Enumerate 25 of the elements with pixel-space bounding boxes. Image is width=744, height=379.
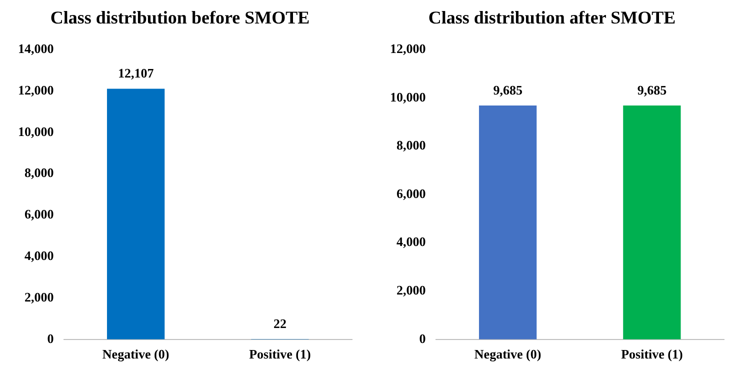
y-tick-label: 4,000: [396, 234, 426, 250]
y-tick-label: 2,000: [24, 289, 54, 304]
y-tick-label: 4,000: [24, 248, 54, 263]
y-tick-label: 8,000: [396, 138, 426, 153]
chart-title: Class distribution after SMOTE: [428, 7, 676, 28]
y-tick-label: 2,000: [396, 282, 426, 298]
y-tick-label: 12,000: [390, 40, 426, 56]
y-tick-label: 10,000: [390, 89, 426, 104]
y-tick-label: 0: [419, 330, 426, 346]
y-tick-label: 14,000: [18, 40, 54, 56]
x-tick-label: Positive (1): [249, 346, 311, 362]
y-tick-label: 12,000: [18, 82, 54, 98]
chart-title: Class distribution before SMOTE: [50, 7, 310, 28]
y-tick-label: 6,000: [396, 186, 426, 201]
x-tick-label: Negative (0): [474, 346, 542, 362]
y-tick-label: 0: [47, 330, 54, 346]
x-tick-label: Positive (1): [621, 346, 683, 362]
data-label: 22: [273, 316, 286, 331]
y-tick-label: 10,000: [18, 124, 54, 139]
y-tick-label: 6,000: [24, 206, 54, 222]
data-label: 9,685: [493, 82, 523, 98]
data-label: 12,107: [118, 66, 154, 81]
x-tick-label: Negative (0): [102, 346, 170, 362]
y-tick-label: 8,000: [24, 165, 54, 180]
data-label: 9,685: [637, 82, 668, 98]
